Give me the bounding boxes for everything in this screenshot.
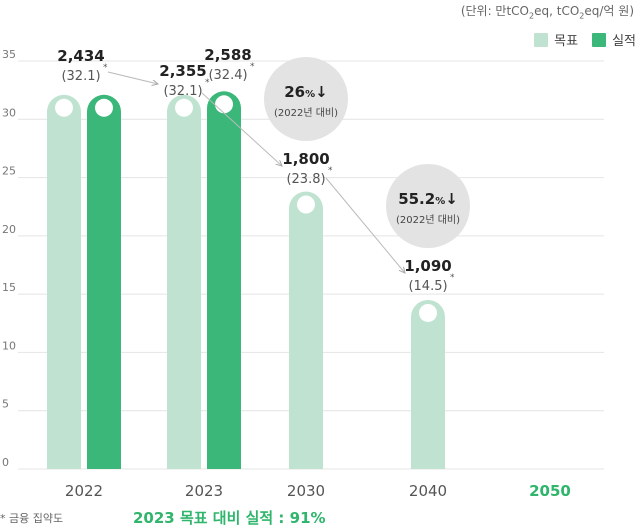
y-tick-label: 0 [2, 456, 9, 469]
bar-target [47, 94, 81, 469]
data-label-value: 2,588 [204, 46, 251, 64]
reduction-note: (2022년 대비) [274, 107, 338, 119]
x-tick-label: 2030 [287, 482, 325, 500]
legend-label-target: 목표 [554, 34, 579, 49]
data-label-value: 1,090 [404, 257, 451, 275]
data-label-mark: * [205, 78, 210, 88]
x-tick-label: 2050 [529, 482, 571, 500]
data-label-intensity: (32.1) [61, 69, 100, 84]
bar-marker [95, 98, 113, 117]
reduction-badge [264, 57, 348, 141]
bar-marker [297, 195, 315, 214]
bar-marker [55, 98, 73, 117]
bar-actual [207, 91, 241, 470]
data-label-intensity: (32.4) [208, 68, 247, 83]
reduction-badge [386, 164, 470, 248]
reduction-value: 55.2%↓ [398, 190, 458, 208]
data-label-value: 2,434 [57, 47, 104, 65]
data-label-intensity: (23.8) [286, 172, 325, 187]
trend-arrow [107, 71, 158, 84]
trend-arrow [325, 177, 405, 273]
y-tick-label: 15 [2, 281, 16, 294]
legend-item-target: 목표 [534, 30, 578, 49]
legend-item-actual: 실적 [592, 30, 636, 49]
x-tick-label: 2022 [65, 482, 103, 500]
x-tick-label: 2023 [185, 482, 223, 500]
y-tick-label: 35 [2, 48, 16, 61]
data-label-mark: * [250, 62, 255, 72]
data-label-value: 1,800 [282, 150, 329, 168]
data-label-mark: * [450, 273, 455, 283]
y-tick-label: 10 [2, 339, 16, 352]
legend: 목표 실적 [520, 30, 636, 49]
summary-text: 2023 목표 대비 실적 : 91% [133, 509, 326, 527]
data-label-value: 2,355 [159, 62, 206, 80]
y-tick-label: 20 [2, 223, 16, 236]
bar-actual [87, 94, 121, 469]
bar-marker [215, 95, 233, 114]
bar-target [289, 191, 323, 469]
y-tick-label: 30 [2, 106, 16, 119]
bar-target [167, 94, 201, 469]
y-tick-label: 5 [2, 398, 9, 411]
footnote: * 금융 집약도 [0, 512, 64, 525]
reduction-note: (2022년 대비) [396, 214, 460, 226]
bar-marker [419, 303, 437, 322]
unit-note: (단위: 만tCO2eq, tCO2eq/억 원) [460, 4, 634, 21]
y-tick-label: 25 [2, 165, 16, 178]
data-label-intensity: (32.1) [163, 84, 202, 99]
trend-arrow [201, 92, 282, 166]
legend-label-actual: 실적 [612, 34, 636, 49]
x-tick-label: 2040 [409, 482, 447, 500]
legend-swatch-actual [592, 32, 607, 47]
data-label-intensity: (14.5) [408, 279, 447, 294]
bar-marker [175, 98, 193, 117]
bar-target [411, 299, 445, 469]
data-label-mark: * [103, 63, 108, 73]
reduction-value: 26%↓ [284, 83, 327, 101]
legend-swatch-target [534, 32, 549, 47]
data-label-mark: * [328, 166, 333, 176]
